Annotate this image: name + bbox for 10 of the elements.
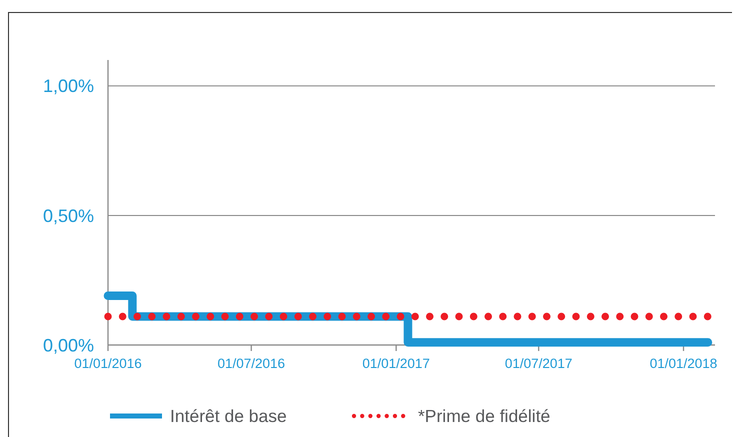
legend-label: Intérêt de base <box>170 406 287 426</box>
legend-label: *Prime de fidélité <box>418 406 550 426</box>
x-tick-label: 01/01/2016 <box>74 356 142 371</box>
x-tick-label: 01/01/2018 <box>650 356 718 371</box>
y-tick-label: 1,00% <box>42 76 94 96</box>
y-tick-label: 0,50% <box>42 206 94 226</box>
x-tick-label: 01/07/2016 <box>218 356 286 371</box>
x-tick-label: 01/01/2017 <box>362 356 430 371</box>
y-tick-label: 0,00% <box>42 335 94 356</box>
x-tick-label: 01/07/2017 <box>504 356 572 371</box>
